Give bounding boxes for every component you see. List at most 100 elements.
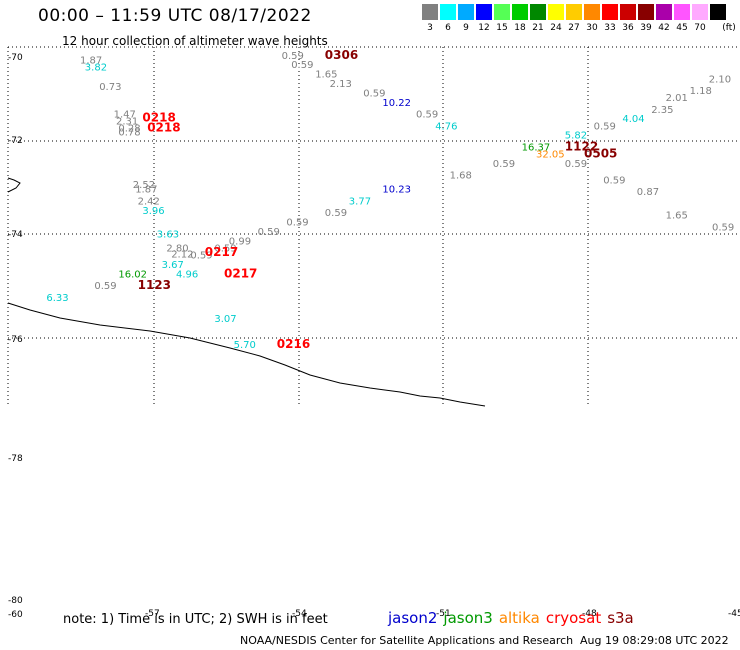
legend-swatch: [710, 4, 726, 20]
legend-bin-label: 21: [532, 23, 544, 33]
legend-bin-label: 12: [478, 23, 490, 33]
legend-bin-label: 18: [514, 23, 526, 33]
footnote: note: 1) Time is in UTC; 2) SWH is in fe…: [63, 612, 328, 627]
satellite-legend: jason2 jason3 altika cryosat s3a: [388, 609, 640, 627]
wave-height-label: 3.63: [157, 229, 179, 240]
wave-height-label: 2.12: [171, 250, 193, 261]
legend-bin-label: 30: [586, 23, 598, 33]
wave-height-label: 0.59: [258, 227, 280, 238]
graticule: [7, 46, 740, 405]
wave-height-label: 0.59: [594, 121, 616, 132]
axis-labels: -70 -72 -74 -76 -78 -80 -60 -57 -54 -51 -48 -45: [8, 53, 740, 620]
wave-height-label: 0.73: [99, 82, 121, 93]
wave-height-label: 0.59: [214, 243, 236, 254]
wave-height-label: 2.35: [651, 105, 673, 116]
legend-swatch: [656, 4, 672, 20]
legend-swatch: [440, 4, 456, 20]
wave-height-label: 0.99: [229, 236, 251, 247]
latitude-label: -74: [8, 230, 23, 240]
latitude-label: -70: [8, 53, 23, 63]
wave-height-label: 0.59: [712, 222, 734, 233]
wave-height-label: 0.59: [325, 208, 347, 219]
wave-height-label: 10.23: [382, 185, 411, 196]
legend-swatch: [692, 4, 708, 20]
longitude-label: -48: [582, 609, 597, 619]
latitude-label: -80: [8, 596, 23, 606]
wave-height-label: 1123: [138, 278, 171, 292]
wave-height-label: 5.82: [565, 131, 587, 142]
legend-bin-label: 6: [445, 23, 451, 33]
wave-height-label: 0.59: [363, 88, 385, 99]
wave-height-label: 0.59: [291, 60, 313, 71]
wave-height-label: 1.65: [315, 70, 337, 81]
legend-swatch: [494, 4, 510, 20]
wave-height-label: 0.59: [94, 281, 116, 292]
wave-height-label: 16.37: [522, 142, 551, 153]
wave-height-label: 0505: [584, 146, 617, 160]
legend-swatch: [638, 4, 654, 20]
wave-height-label: 0306: [325, 48, 358, 62]
wave-height-label: 10.22: [382, 98, 411, 109]
wave-height-label: 2.31: [116, 117, 138, 128]
wave-height-label: 3.07: [214, 314, 236, 325]
wave-height-label: 0.59: [416, 110, 438, 121]
legend-swatch: [602, 4, 618, 20]
wave-height-label: 0216: [277, 337, 310, 351]
wave-height-label: 4.04: [622, 114, 644, 125]
wave-height-label: 3.77: [349, 196, 371, 207]
wave-height-label: 2.13: [330, 79, 352, 90]
legend-bin-label: 33: [604, 23, 616, 33]
legend-swatch: [530, 4, 546, 20]
wave-height-label: 1.65: [666, 211, 688, 222]
satellite-s3a: s3a: [607, 609, 634, 627]
legend-swatch: [476, 4, 492, 20]
generated-timestamp: Aug 19 08:29:08 UTC 2022: [580, 634, 729, 647]
legend-swatch: [458, 4, 474, 20]
coastline: [7, 177, 486, 407]
wave-height-labels: 1.873.820.731.472.310.280.78021802180.59…: [46, 48, 734, 351]
wave-height-label: 4.76: [435, 121, 457, 132]
wave-height-label: 1.18: [690, 86, 712, 97]
longitude-label: -57: [145, 609, 160, 619]
legend-swatch: [674, 4, 690, 20]
satellite-altika: altika: [498, 609, 540, 627]
latitude-label: -60: [8, 610, 23, 620]
wave-height-label: 0.59: [493, 159, 515, 170]
legend-swatch: [620, 4, 636, 20]
legend-bin-label: 9: [463, 23, 469, 33]
wave-height-label: 0218: [147, 121, 180, 135]
legend-swatch: [584, 4, 600, 20]
wave-height-label: 2.10: [709, 74, 731, 85]
satellite-jason2: jason2: [388, 609, 438, 627]
legend-swatch: [548, 4, 564, 20]
coastline-west: [7, 177, 21, 193]
wave-height-label: 2.80: [166, 243, 188, 254]
legend-bin-label: 42: [658, 23, 670, 33]
wave-height-label: 0.28: [118, 124, 140, 135]
wave-height-label: 0.87: [637, 187, 659, 198]
legend-bin-label: 15: [496, 23, 508, 33]
wave-height-label: 1.87: [80, 55, 102, 66]
page-subtitle: 12 hour collection of altimeter wave hei…: [62, 34, 328, 48]
wave-height-label: 1.87: [135, 185, 157, 196]
wave-height-label: 1122: [565, 139, 598, 153]
wave-height-label: 4.96: [176, 269, 198, 280]
legend-bin-label: 24: [550, 23, 562, 33]
legend-bin-label: 45: [676, 23, 688, 33]
wave-height-label: 3.82: [85, 63, 107, 74]
coastline-south: [7, 302, 486, 407]
wave-height-label: 0.59: [286, 218, 308, 229]
wave-height-label: 0217: [224, 266, 257, 280]
latitude-label: -78: [8, 454, 23, 464]
longitude-label: -51: [436, 609, 451, 619]
latitude-label: -72: [8, 136, 23, 146]
wave-height-label: 0.78: [118, 127, 140, 138]
source-credit: NOAA/NESDIS Center for Satellite Applica…: [240, 634, 574, 647]
wave-height-label: 0.59: [565, 159, 587, 170]
wave-height-label: 0217: [205, 245, 238, 259]
wave-height-label: 0.59: [190, 251, 212, 262]
wave-height-label: 2.52: [133, 180, 155, 191]
satellite-jason3: jason3: [443, 609, 493, 627]
legend-swatch: [422, 4, 438, 20]
